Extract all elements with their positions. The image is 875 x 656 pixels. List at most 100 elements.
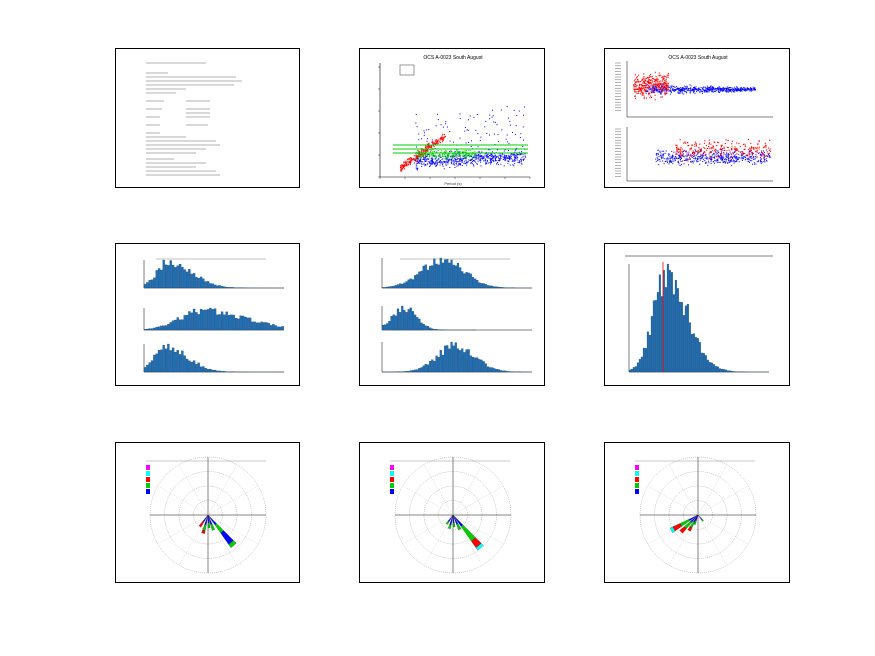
- scatter-point: [416, 160, 418, 162]
- histogram-bar: [437, 264, 440, 289]
- histogram-bar: [160, 269, 163, 289]
- scatter-point: [435, 140, 437, 142]
- scatter-point: [718, 161, 720, 163]
- scatter-point: [656, 83, 658, 85]
- scatter-point: [454, 159, 456, 161]
- scatter-point: [503, 165, 505, 167]
- scatter-point: [667, 85, 669, 87]
- scatter-point: [475, 129, 477, 131]
- scatter-point: [431, 159, 433, 161]
- scatter-point: [748, 159, 750, 161]
- scatter-point: [758, 161, 760, 163]
- scatter-point: [520, 159, 522, 161]
- scatter-point: [435, 139, 437, 141]
- scatter-point: [477, 155, 479, 157]
- scatter-point: [422, 155, 424, 157]
- scatter-point: [695, 160, 697, 162]
- scatter-point: [760, 160, 762, 162]
- scatter-point: [445, 150, 447, 152]
- scatter-point: [700, 155, 702, 157]
- scatter-point: [460, 160, 462, 162]
- scatter-point: [662, 83, 664, 85]
- scatter-point: [692, 89, 694, 91]
- scatter-point: [457, 161, 459, 163]
- scatter-point: [431, 153, 433, 155]
- legend-swatch: [390, 483, 394, 488]
- scatter-point: [708, 153, 710, 155]
- scatter-point: [673, 86, 675, 88]
- scatter-point: [433, 155, 435, 157]
- scatter-point: [430, 163, 432, 165]
- histogram-bar: [209, 307, 212, 331]
- scatter-point: [489, 155, 491, 157]
- histogram-bar: [381, 325, 385, 331]
- scatter-point: [416, 157, 418, 159]
- scatter-point: [752, 156, 754, 158]
- scatter-point: [435, 162, 437, 164]
- scatter-point: [669, 89, 671, 91]
- histogram-bar: [150, 328, 154, 331]
- histogram-bar: [632, 367, 635, 373]
- scatter-point: [701, 158, 703, 160]
- scatter-point: [665, 85, 667, 87]
- scatter-point: [729, 157, 731, 159]
- scatter-point: [657, 149, 659, 151]
- scatter-point: [445, 157, 447, 159]
- histogram-bar: [676, 288, 679, 373]
- scatter-point: [443, 162, 445, 164]
- scatter-point: [727, 155, 729, 157]
- scatter-point: [683, 163, 685, 165]
- scatter-point: [747, 88, 749, 90]
- scatter-point: [677, 148, 679, 150]
- scatter-point: [424, 165, 426, 167]
- scatter-point: [443, 139, 445, 141]
- scatter-point: [697, 90, 699, 92]
- scatter-point: [750, 142, 752, 144]
- histogram-bar: [174, 267, 177, 289]
- scatter-point: [728, 160, 730, 162]
- scatter-point: [679, 92, 681, 94]
- scatter-point: [512, 154, 514, 156]
- scatter-point: [720, 144, 722, 147]
- scatter-point: [698, 87, 700, 89]
- scatter-point: [442, 158, 444, 160]
- scatter-point: [720, 147, 722, 149]
- scatter-point: [666, 77, 668, 79]
- scatter-point: [707, 87, 709, 89]
- scatter-point: [506, 157, 508, 159]
- histogram-bar: [638, 359, 641, 373]
- scatter-point: [720, 149, 722, 151]
- scatter-point: [415, 154, 417, 156]
- scatter-point: [448, 154, 450, 156]
- scatter-point: [644, 87, 646, 89]
- scatter-point: [765, 144, 767, 146]
- histogram-bar: [384, 324, 387, 331]
- scatter-point: [638, 81, 640, 83]
- histogram-bar: [648, 334, 651, 373]
- scatter-point: [463, 151, 465, 153]
- scatter-point: [767, 155, 769, 157]
- scatter-point: [400, 169, 402, 171]
- histogram-bar: [405, 312, 408, 331]
- scatter-point: [673, 160, 675, 162]
- scatter-point: [685, 86, 687, 88]
- scatter-point: [415, 122, 417, 124]
- histogram-bar: [274, 325, 277, 331]
- histogram-bar: [682, 315, 685, 373]
- scatter-point: [756, 156, 758, 158]
- scatter-point: [678, 163, 680, 165]
- scatter-point: [683, 150, 685, 152]
- scatter-point: [699, 158, 701, 160]
- scatter-point: [651, 89, 653, 91]
- scatter-point: [751, 160, 753, 162]
- histogram-bar: [420, 367, 423, 373]
- scatter-point: [513, 156, 515, 158]
- scatter-point: [490, 161, 492, 163]
- scatter-point: [518, 151, 520, 153]
- scatter-point: [446, 160, 448, 162]
- scatter-point: [655, 158, 657, 160]
- scatter-point: [650, 96, 653, 98]
- scatter-point: [695, 142, 697, 144]
- scatter-point: [637, 79, 639, 81]
- histogram-bar: [195, 276, 198, 289]
